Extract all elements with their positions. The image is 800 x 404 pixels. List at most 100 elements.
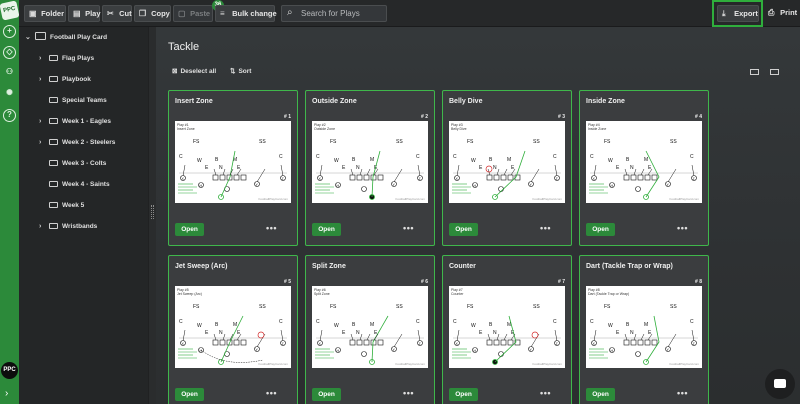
play-button[interactable]: ▤ Play [68, 5, 101, 22]
football-icon[interactable]: ◇ [3, 46, 16, 59]
tree-item-wristbands[interactable]: › Wristbands [39, 220, 97, 234]
paste-button[interactable]: ▢ Paste [173, 5, 213, 22]
more-options-icon[interactable]: ••• [403, 388, 414, 398]
bulk-change-button[interactable]: ≡ Bulk change [215, 5, 277, 22]
open-button[interactable]: Open [312, 223, 341, 236]
export-button[interactable]: ⤓ Export [717, 5, 759, 22]
folder-icon [49, 76, 58, 82]
tree-item-playbook[interactable]: › Playbook [39, 73, 91, 87]
open-button[interactable]: Open [449, 388, 478, 401]
play-card[interactable]: Outside Zone # 2 FS SS C C W B M E N E X Z H Y Play #2 Ou… [305, 90, 435, 246]
copy-button[interactable]: ❐ Copy [134, 5, 171, 22]
play-card[interactable]: Inside Zone # 4 FS SS C C W B M E N E X Z H Y Play #4 Ins… [579, 90, 709, 246]
play-diagram[interactable]: FS SS C C W B M E N E X Z H Y Play #7 Counter FootballPl… [449, 286, 565, 368]
play-diagram[interactable]: FS SS C C W B M E N E X Z H Y Play #8 Dart (Tackle Trap… [586, 286, 702, 368]
chat-icon [774, 379, 786, 388]
play-diagram-label: Play #3 Belly Dive [451, 123, 467, 131]
more-options-icon[interactable]: ••• [677, 388, 688, 398]
open-button[interactable]: Open [586, 223, 615, 236]
play-card[interactable]: Dart (Tackle Trap or Wrap) # 8 FS SS C C W B M E N… [579, 255, 709, 404]
folder-icon [49, 55, 58, 61]
svg-text:N: N [219, 330, 223, 336]
more-options-icon[interactable]: ••• [677, 223, 688, 233]
open-button[interactable]: Open [586, 388, 615, 401]
svg-text:C: C [316, 319, 320, 325]
svg-text:X: X [456, 177, 459, 181]
more-options-icon[interactable]: ••• [266, 388, 277, 398]
tree-item-week-3[interactable]: Week 3 - Colts [39, 157, 106, 171]
watermark: FootballPlayCard.com [258, 362, 288, 366]
open-button[interactable]: Open [175, 223, 204, 236]
more-options-icon[interactable]: ••• [540, 388, 551, 398]
svg-text:C: C [279, 319, 283, 325]
svg-text:W: W [608, 158, 613, 164]
avatar[interactable]: PPC [1, 362, 18, 379]
chevron-right-icon[interactable]: › [39, 76, 42, 83]
tree-item-flag-plays[interactable]: › Flag Plays [39, 52, 94, 66]
play-diagram[interactable]: FS SS C C W B M E N E X Z H Y Play #6 Split Zone Footbal… [312, 286, 428, 368]
play-diagram[interactable]: FS SS C C W B M E N E X Z H Y Play #3 Belly Dive Footbal… [449, 121, 565, 203]
svg-text:SS: SS [259, 139, 266, 145]
deselect-all-button[interactable]: ⊠ Deselect all [172, 68, 217, 75]
search-input[interactable] [301, 7, 385, 20]
play-card[interactable]: Belly Dive # 3 FS SS C C W B M E N E X Z H Y Play #3 Bell… [442, 90, 572, 246]
more-options-icon[interactable]: ••• [540, 223, 551, 233]
play-title: Dart (Tackle Trap or Wrap) [586, 263, 673, 270]
tree-item-week-2[interactable]: › Week 2 - Steelers [39, 136, 115, 150]
chevron-right-icon[interactable]: › [39, 139, 42, 146]
more-options-icon[interactable]: ••• [266, 223, 277, 233]
svg-text:E: E [479, 330, 483, 336]
svg-text:X: X [593, 177, 596, 181]
drag-handle-icon [151, 205, 154, 219]
sort-button[interactable]: ⇅ Sort [230, 68, 252, 75]
svg-text:X: X [182, 342, 185, 346]
add-icon[interactable]: + [3, 25, 16, 38]
tree-root[interactable]: ⌄ Football Play Card [25, 31, 107, 45]
chevron-down-icon[interactable]: ⌄ [25, 34, 31, 41]
tree-item-week-1[interactable]: › Week 1 - Eagles [39, 115, 111, 129]
play-diagram[interactable]: FS SS C C W B M E N E X Z H Y Play #2 Outside Zone Footb… [312, 121, 428, 203]
folder-icon [49, 139, 58, 145]
open-button[interactable]: Open [175, 388, 204, 401]
list-view-icon[interactable] [750, 69, 759, 75]
new-folder-icon: ▣ [29, 9, 37, 18]
play-diagram[interactable]: FS SS C C W B M E N E X Z H Y Play #4 Inside Zone Footba… [586, 121, 702, 203]
print-button[interactable]: ⎙ Print [764, 5, 798, 22]
cut-button[interactable]: ✂ Cut [102, 5, 132, 22]
svg-text:M: M [233, 157, 237, 163]
open-button[interactable]: Open [449, 223, 478, 236]
play-diagram[interactable]: FS SS C C W B M E N E X Z H Y Play #5 Jet Sweep (Arc) Fo… [175, 286, 291, 368]
svg-text:H: H [337, 349, 340, 353]
more-options-icon[interactable]: ••• [403, 223, 414, 233]
watermark: FootballPlayCard.com [669, 197, 699, 201]
help-icon[interactable]: ? [3, 109, 16, 122]
svg-text:E: E [616, 330, 620, 336]
tree-item-week-5[interactable]: Week 5 [39, 199, 84, 213]
expand-rail-icon[interactable]: › [5, 388, 9, 399]
chevron-right-icon[interactable]: › [39, 118, 42, 125]
svg-text:C: C [553, 319, 557, 325]
tree-item-week-4[interactable]: Week 4 - Saints [39, 178, 110, 192]
svg-text:B: B [352, 157, 356, 163]
image-view-icon[interactable] [770, 69, 779, 75]
open-button[interactable]: Open [312, 388, 341, 401]
svg-text:W: W [608, 323, 613, 329]
folder-icon [49, 97, 58, 103]
tree-item-special-teams[interactable]: Special Teams [39, 94, 107, 108]
svg-text:B: B [215, 157, 219, 163]
svg-text:C: C [179, 319, 183, 325]
play-card[interactable]: Counter # 7 FS SS C C W B M E N E X Z H Y Play #7 Counter… [442, 255, 572, 404]
settings-icon[interactable]: ✺ [6, 88, 13, 97]
toolbar: ▣ Folder ▤ Play ✂ Cut ❐ Copy ▢ Paste 36 … [19, 0, 800, 27]
play-card[interactable]: Jet Sweep (Arc) # 5 FS SS C C W B M E N E X Z H Y Play #… [168, 255, 298, 404]
folder-button[interactable]: ▣ Folder [24, 5, 66, 22]
app-logo[interactable]: PPC [0, 0, 20, 21]
play-diagram[interactable]: FS SS C C W B M E N E X Z H Y Play #1 Insert Zone Footba… [175, 121, 291, 203]
chevron-right-icon[interactable]: › [39, 223, 42, 230]
users-icon[interactable]: ⚇ [5, 67, 14, 76]
play-card[interactable]: Insert Zone # 1 FS SS C C W B M E N E X Z H Y Play #1 Ins… [168, 90, 298, 246]
chat-button[interactable] [765, 369, 795, 399]
play-card[interactable]: Split Zone # 6 FS SS C C W B M E N E X Z H Y Play #6 Spli… [305, 255, 435, 404]
panel-resizer[interactable] [148, 27, 156, 404]
chevron-right-icon[interactable]: › [39, 55, 42, 62]
